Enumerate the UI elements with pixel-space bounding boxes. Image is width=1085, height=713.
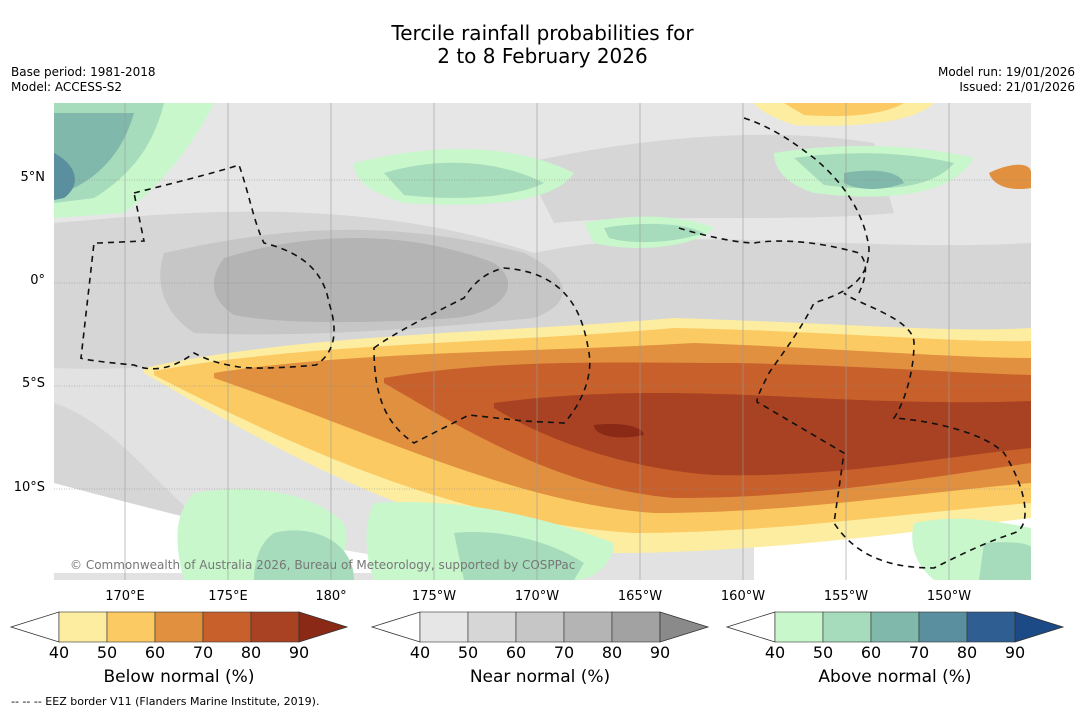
cb-below-tick-80: 80 — [240, 643, 262, 662]
colorbar-0-segment-2 — [154, 611, 204, 643]
cb-below-tick-50: 50 — [96, 643, 118, 662]
lon-label-170e: 170°E — [105, 589, 145, 604]
colorbar-2-over-triangle — [1014, 611, 1065, 643]
colorbar-2-segment-1 — [822, 611, 872, 643]
region-below-90 — [594, 423, 644, 438]
region-above-n-50 — [384, 162, 544, 198]
colorbar-2-segment-0 — [774, 611, 824, 643]
cb-near-tick-40: 40 — [409, 643, 431, 662]
cb-above-tick-60: 60 — [860, 643, 882, 662]
cb-near-tick-70: 70 — [553, 643, 575, 662]
cb-above-tick-70: 70 — [908, 643, 930, 662]
colorbar-1-segment-2 — [515, 611, 565, 643]
map-title: Tercile rainfall probabilities for 2 to … — [0, 22, 1085, 68]
cb-below-tick-60: 60 — [144, 643, 166, 662]
colorbar-above-normal — [725, 611, 1065, 643]
region-below-ne-east — [989, 164, 1031, 190]
colorbar-1-segment-1 — [467, 611, 517, 643]
lon-label-175e: 175°E — [208, 589, 248, 604]
region-near-70 — [213, 238, 509, 323]
eez-borders — [80, 117, 1026, 569]
title-line-2: 2 to 8 February 2026 — [437, 44, 648, 68]
title-line-1: Tercile rainfall probabilities for — [391, 21, 694, 45]
model-run: Model run: 19/01/2026 — [937, 65, 1075, 79]
cb-above-tick-40: 40 — [764, 643, 786, 662]
colorbar-1-under-triangle — [370, 611, 421, 643]
cb-above-tick-90: 90 — [1004, 643, 1026, 662]
lat-label-5n: 5°N — [20, 170, 46, 185]
cb-near-title: Near normal (%) — [469, 667, 611, 687]
colorbar-1-segment-0 — [419, 611, 469, 643]
colorbar-2-segment-3 — [918, 611, 968, 643]
colorbar-0-segment-4 — [250, 611, 300, 643]
lon-label-170w: 170°W — [514, 589, 560, 604]
cb-above-title: Above normal (%) — [818, 667, 972, 687]
colorbar-1-segment-4 — [611, 611, 661, 643]
lon-label-160w: 160°W — [720, 589, 766, 604]
lon-label-180: 180° — [315, 589, 347, 604]
eez-line-north — [743, 117, 1026, 569]
meta-left: Base period: 1981-2018 Model: ACCESS-S2 — [11, 65, 156, 95]
cb-above-tick-50: 50 — [812, 643, 834, 662]
issued-date: Issued: 21/01/2026 — [959, 80, 1075, 94]
colorbar-near-normal — [370, 611, 710, 643]
lon-label-155w: 155°W — [823, 589, 869, 604]
cb-below-tick-40: 40 — [48, 643, 70, 662]
colorbar-0-segment-0 — [58, 611, 108, 643]
colorbar-1-segment-3 — [563, 611, 613, 643]
lon-label-175w: 175°W — [411, 589, 457, 604]
meta-right: Model run: 19/01/2026 Issued: 21/01/2026 — [938, 65, 1075, 95]
colorbar-0-segment-3 — [202, 611, 252, 643]
region-above-s-50 — [254, 530, 354, 580]
colorbar-below-normal — [9, 611, 349, 643]
colorbar-0-over-triangle — [298, 611, 349, 643]
cb-below-tick-90: 90 — [288, 643, 310, 662]
cb-near-tick-60: 60 — [505, 643, 527, 662]
probability-regions — [54, 103, 1031, 580]
copyright-notice: © Commonwealth of Australia 2026, Bureau… — [70, 558, 576, 572]
lon-label-150w: 150°W — [926, 589, 972, 604]
region-above-sc-50 — [454, 532, 584, 580]
colorbar-1-over-triangle — [659, 611, 710, 643]
cb-near-tick-50: 50 — [457, 643, 479, 662]
base-period: Base period: 1981-2018 — [11, 65, 156, 79]
region-above-nw-60 — [54, 113, 134, 193]
colorbar-2-segment-4 — [966, 611, 1016, 643]
cb-near-tick-80: 80 — [601, 643, 623, 662]
colorbar-2-under-triangle — [725, 611, 776, 643]
lat-label-0: 0° — [30, 273, 45, 288]
graticule — [54, 103, 1031, 580]
colorbar-2-segment-2 — [870, 611, 920, 643]
colorbar-0-segment-1 — [106, 611, 156, 643]
cb-near-tick-90: 90 — [649, 643, 671, 662]
eez-footnote: -- -- -- EEZ border V11 (Flanders Marine… — [11, 695, 320, 708]
colorbars — [9, 611, 1065, 643]
lat-label-10s: 10°S — [13, 480, 45, 495]
model-name: Model: ACCESS-S2 — [11, 80, 123, 94]
region-below-ne-50 — [784, 103, 904, 117]
eez-phoenix — [373, 267, 591, 444]
cb-above-tick-80: 80 — [956, 643, 978, 662]
eez-tuvalu — [80, 164, 335, 370]
eez-line-n2 — [678, 227, 867, 294]
cb-below-title: Below normal (%) — [103, 667, 255, 687]
cb-below-tick-70: 70 — [192, 643, 214, 662]
lon-label-165w: 165°W — [617, 589, 663, 604]
colorbar-0-under-triangle — [9, 611, 60, 643]
lat-label-5s: 5°S — [21, 376, 45, 391]
region-above-nw-70 — [54, 153, 75, 200]
rainfall-map — [54, 103, 1031, 580]
region-above-se-50 — [979, 542, 1031, 580]
